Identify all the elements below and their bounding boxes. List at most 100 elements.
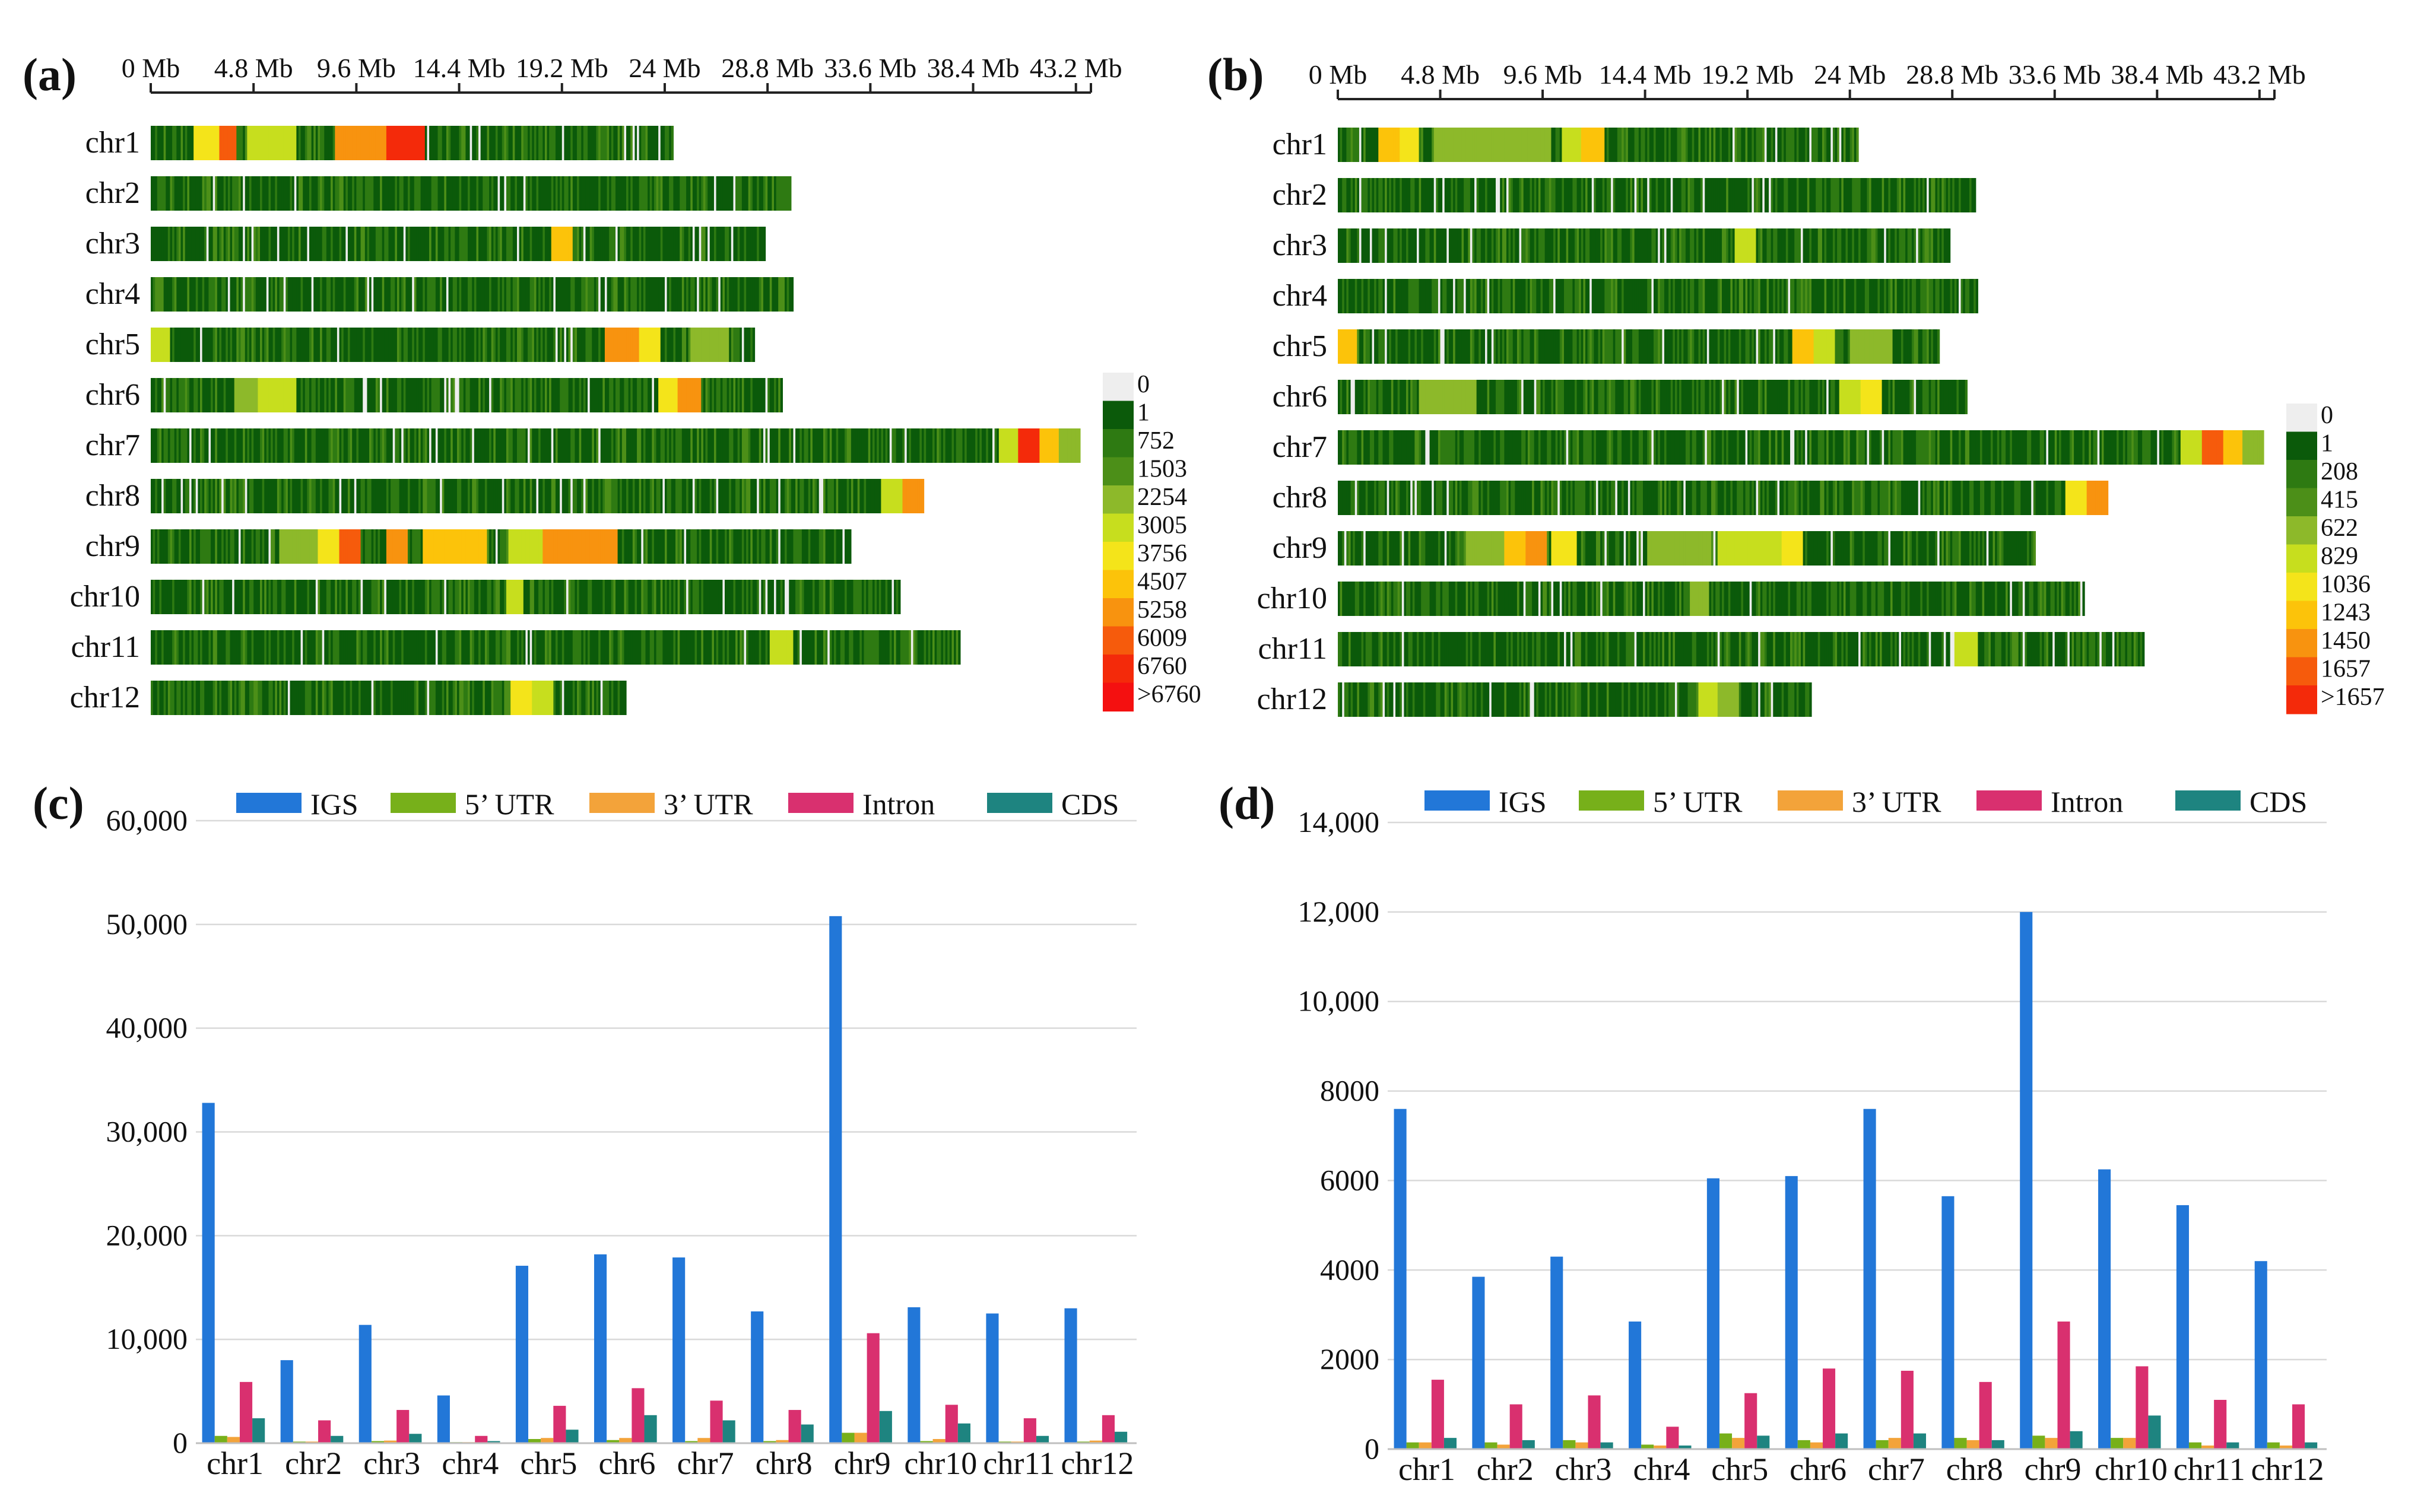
density-bin — [493, 227, 496, 261]
density-bin — [320, 630, 323, 665]
density-bin — [697, 529, 700, 564]
density-bin — [418, 428, 421, 463]
density-bin — [343, 227, 346, 261]
density-bin — [360, 529, 363, 564]
density-bin — [737, 479, 740, 513]
density-bin — [212, 428, 215, 463]
density-bin — [1414, 178, 1417, 212]
density-bin — [992, 428, 995, 463]
density-bin — [375, 328, 379, 362]
density-bin — [187, 378, 190, 412]
density-bin — [236, 126, 239, 160]
density-bin — [251, 227, 254, 261]
density-bin — [926, 428, 929, 463]
density-bin — [1790, 178, 1793, 212]
density-bin — [275, 681, 278, 715]
density-bin — [153, 681, 156, 715]
density-bin — [199, 580, 203, 614]
density-bin — [572, 529, 576, 564]
density-bin — [1788, 128, 1791, 162]
density-bin — [617, 277, 620, 312]
density-bin — [206, 580, 210, 614]
density-bin — [328, 630, 331, 665]
density-bin — [495, 479, 499, 513]
density-bin — [688, 277, 691, 312]
density-bin — [191, 529, 194, 564]
density-bin — [324, 378, 327, 412]
density-bin — [1668, 128, 1671, 162]
density-bin — [1525, 128, 1528, 162]
density-bin — [1511, 178, 1514, 212]
density-bin — [1465, 178, 1468, 212]
density-bin — [266, 126, 269, 160]
density-bin — [583, 479, 586, 513]
density-bin — [604, 529, 608, 564]
density-bin — [664, 529, 668, 564]
density-bin — [1948, 228, 1951, 263]
density-bin — [497, 580, 500, 614]
density-bin — [1427, 178, 1430, 212]
density-bin — [245, 176, 248, 211]
density-bin — [1581, 279, 1584, 313]
density-bin — [1048, 428, 1051, 463]
density-bin — [418, 479, 421, 513]
density-bin — [1480, 228, 1484, 263]
density-bin — [705, 479, 708, 513]
density-bin — [1717, 128, 1721, 162]
density-bin — [1354, 128, 1357, 162]
density-bin — [782, 277, 785, 312]
density-bin — [281, 328, 284, 362]
density-bin — [560, 328, 563, 362]
density-bin — [834, 479, 837, 513]
density-bin — [528, 227, 531, 261]
density-bin — [1564, 279, 1567, 313]
density-bin — [195, 630, 198, 665]
density-bin — [525, 277, 528, 312]
density-bin — [744, 428, 747, 463]
density-bin — [358, 630, 361, 665]
density-bin — [219, 681, 222, 715]
density-bin — [296, 529, 299, 564]
density-bin — [1354, 228, 1357, 263]
density-bin — [452, 630, 455, 665]
density-bin — [1551, 128, 1554, 162]
density-bin — [423, 126, 426, 160]
density-bin — [737, 428, 740, 463]
density-bin — [652, 630, 655, 665]
density-bin — [684, 378, 687, 412]
density-bin — [423, 227, 426, 261]
density-bin — [1709, 128, 1712, 162]
density-bin — [973, 428, 976, 463]
density-bin — [1627, 178, 1631, 212]
density-bin — [1496, 279, 1499, 313]
density-bin — [1871, 228, 1874, 263]
density-bin — [369, 428, 372, 463]
density-bin — [429, 378, 432, 412]
density-bin — [786, 277, 789, 312]
density-bin — [643, 580, 646, 614]
density-bin — [290, 428, 293, 463]
density-bin — [202, 529, 205, 564]
density-bin — [262, 227, 265, 261]
density-bin — [626, 176, 629, 211]
density-bin — [489, 378, 492, 412]
density-bin — [718, 580, 721, 614]
density-bin — [298, 479, 302, 513]
density-bin — [459, 479, 462, 513]
density-bin — [532, 176, 535, 211]
density-bin — [716, 277, 719, 312]
density-bin — [966, 428, 969, 463]
density-bin — [947, 428, 950, 463]
density-bin — [1969, 178, 1972, 212]
density-bin — [716, 227, 719, 261]
density-bin — [414, 529, 417, 564]
density-bin — [1741, 178, 1744, 212]
density-bin — [1576, 228, 1579, 263]
density-bin — [478, 176, 481, 211]
density-bin — [1551, 279, 1554, 313]
density-bin — [440, 176, 443, 211]
density-bin — [1432, 228, 1435, 263]
density-bin — [1666, 279, 1669, 313]
density-bin — [339, 681, 342, 715]
density-bin — [157, 176, 160, 211]
